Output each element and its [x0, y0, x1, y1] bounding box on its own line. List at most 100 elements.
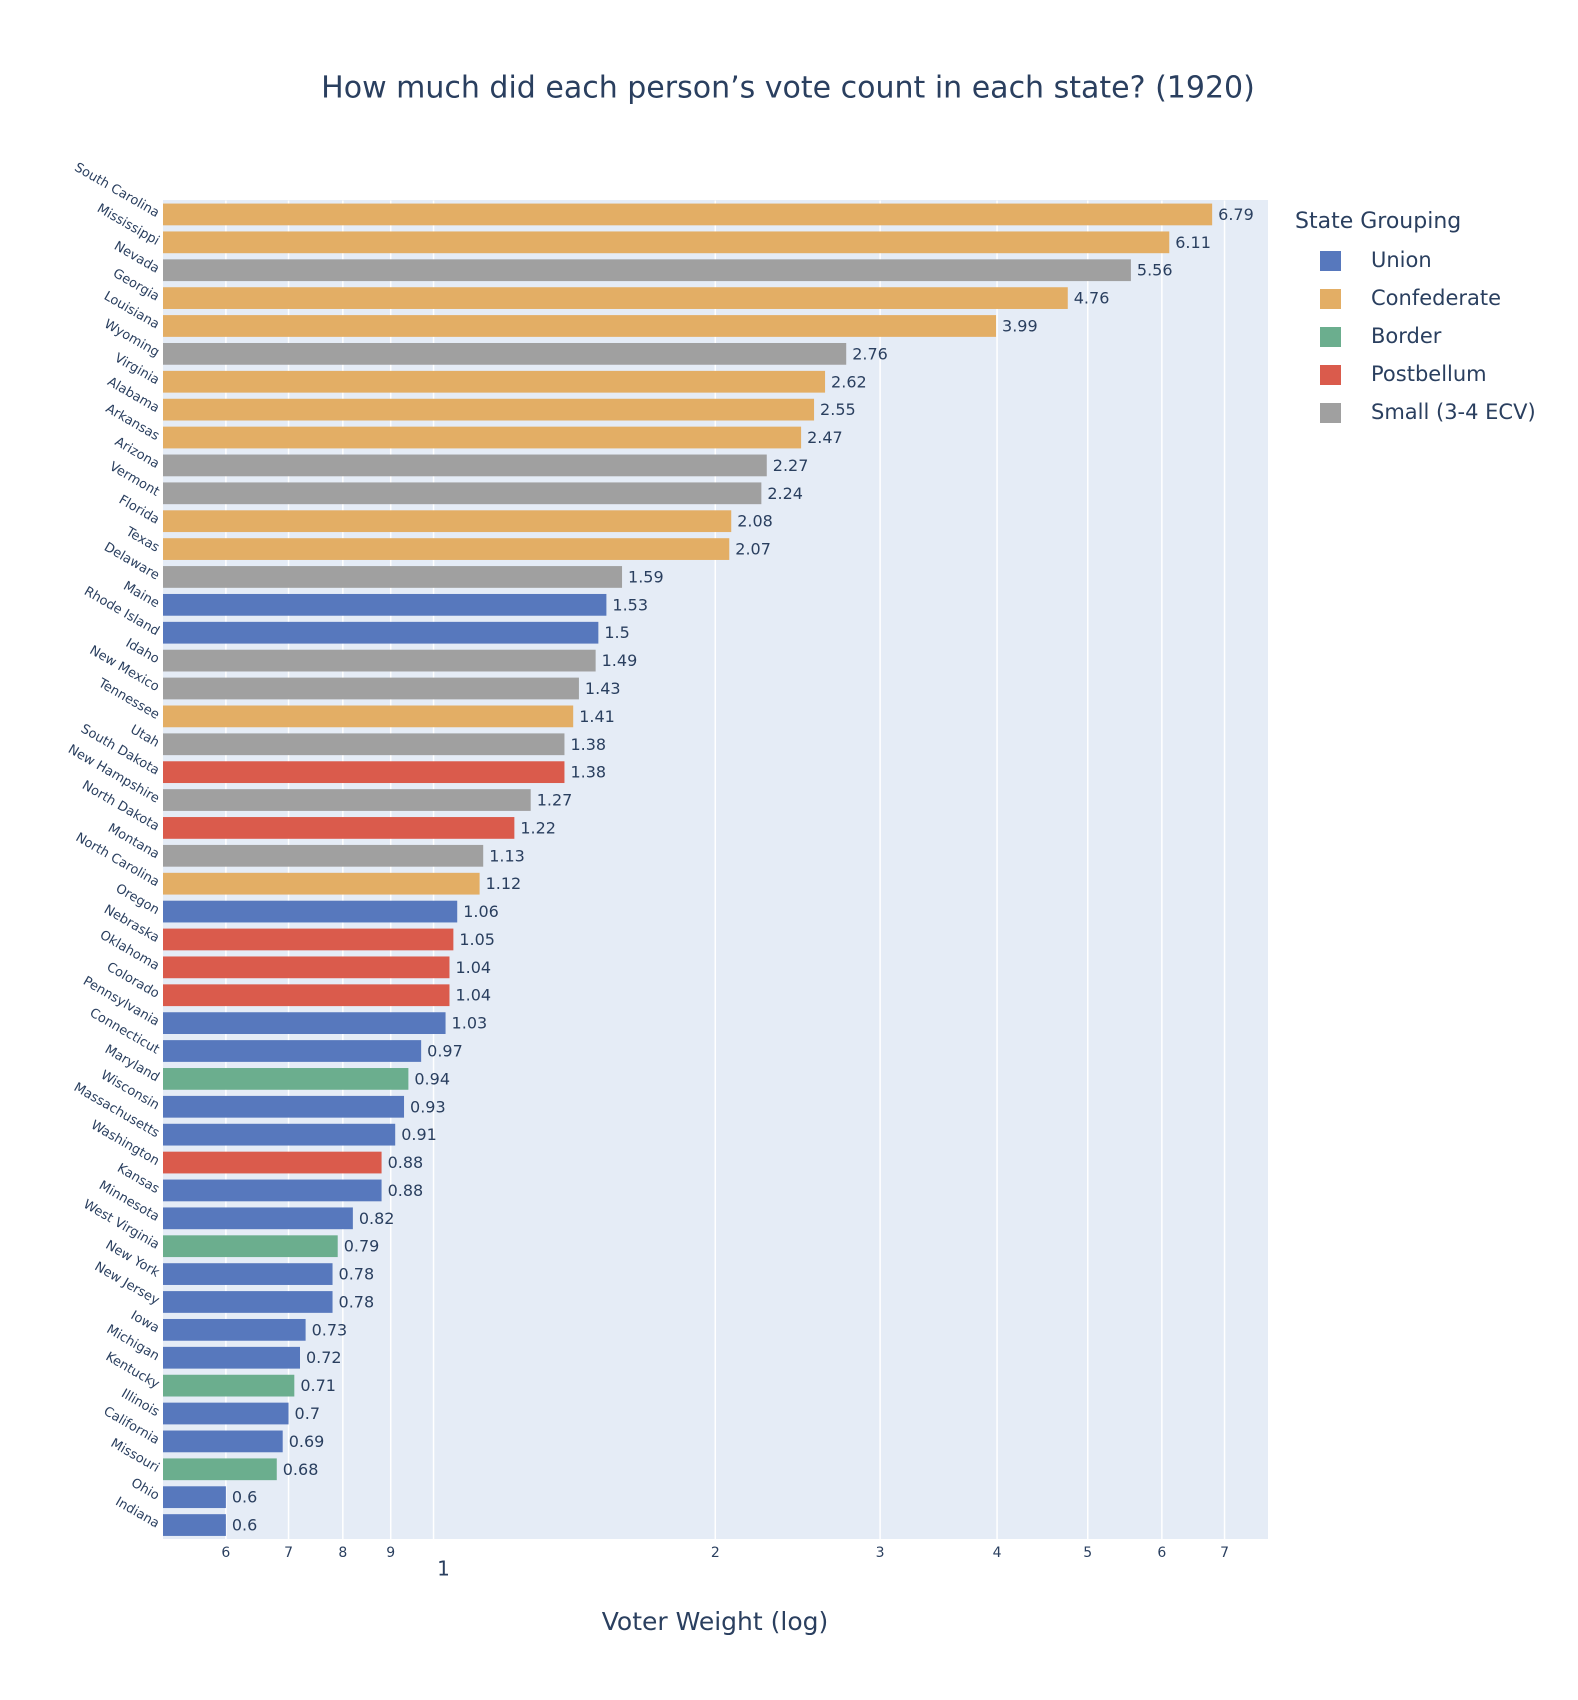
data-label: 6.79 [1218, 205, 1254, 224]
data-label: 2.62 [831, 372, 867, 391]
y-tick-label: Utah [128, 722, 162, 750]
bars [163, 203, 1213, 1536]
data-label: 0.69 [289, 1432, 325, 1451]
x-axis-title: Voter Weight (log) [602, 1607, 829, 1636]
bar [163, 928, 454, 951]
data-label: 1.06 [463, 902, 499, 921]
x-tick-label: 5 [1083, 1545, 1092, 1561]
data-label: 1.27 [537, 791, 573, 810]
bar [163, 789, 531, 811]
bar [163, 342, 847, 365]
data-label: 3.99 [1002, 316, 1038, 335]
grid [225, 200, 1226, 1539]
bar [163, 1514, 226, 1536]
bar [163, 1123, 396, 1146]
bar [163, 1458, 277, 1481]
data-label: 1.05 [459, 930, 495, 949]
y-tick-label: Iowa [128, 1308, 162, 1336]
data-label: 0.88 [388, 1181, 424, 1200]
bar [163, 844, 484, 867]
data-label: 1.04 [455, 986, 491, 1005]
bar [163, 1346, 300, 1369]
data-label: 2.47 [807, 428, 843, 447]
bar [163, 1151, 382, 1174]
legend-title: State Grouping [1295, 209, 1461, 234]
data-label: 1.12 [486, 874, 522, 893]
x-tick-label: 7 [284, 1545, 293, 1561]
bar [163, 733, 565, 756]
x-tick-label: 9 [386, 1545, 395, 1561]
bar [163, 817, 515, 839]
data-label: 0.6 [232, 1516, 257, 1535]
data-label: 2.08 [737, 512, 773, 531]
bar [163, 872, 480, 895]
data-label: 0.82 [359, 1209, 395, 1228]
bar [163, 1235, 338, 1258]
x-tick-label: 1 [437, 1557, 450, 1581]
data-label: 5.56 [1137, 261, 1173, 280]
x-tick-label: 8 [338, 1545, 347, 1561]
x-tick-label: 6 [1157, 1545, 1166, 1561]
chart-title: How much did each person’s vote count in… [321, 71, 1255, 106]
bar [163, 677, 579, 700]
data-label: 0.97 [427, 1042, 463, 1061]
data-label: 1.5 [604, 623, 629, 642]
data-label: 0.78 [339, 1265, 375, 1284]
data-label: 0.6 [232, 1488, 257, 1507]
x-tick-label: 2 [711, 1545, 720, 1561]
bar [163, 566, 623, 588]
bar [163, 649, 596, 672]
data-label: 1.04 [455, 958, 491, 977]
legend-swatch [1320, 365, 1341, 385]
bar [163, 231, 1170, 254]
data-label: 0.79 [344, 1237, 380, 1256]
data-label: 0.7 [295, 1404, 320, 1423]
bar [163, 705, 574, 728]
bar [163, 1068, 409, 1090]
legend-label: Small (3-4 ECV) [1371, 400, 1536, 424]
bar [163, 454, 767, 477]
legend-swatch [1320, 327, 1341, 347]
bar [163, 1402, 289, 1425]
data-label: 0.78 [339, 1292, 375, 1311]
data-label: 0.71 [300, 1376, 336, 1395]
legend-label: Border [1371, 324, 1442, 348]
bar [163, 259, 1131, 282]
legend-label: Postbellum [1371, 362, 1487, 386]
data-label: 6.11 [1175, 233, 1211, 252]
bar [163, 203, 1213, 226]
data-label: 1.59 [628, 567, 664, 586]
legend-swatch [1320, 403, 1341, 423]
bar [163, 1486, 226, 1509]
data-label: 0.88 [388, 1153, 424, 1172]
bar [163, 1040, 422, 1062]
data-label: 2.76 [852, 344, 888, 363]
legend-swatch [1320, 251, 1341, 271]
bar [163, 398, 815, 421]
bar [163, 510, 732, 533]
bar [163, 1318, 306, 1341]
bar [163, 370, 826, 393]
bar [163, 984, 450, 1007]
data-label: 0.72 [306, 1348, 342, 1367]
x-tick-label: 6 [221, 1545, 230, 1561]
data-label: 2.55 [820, 400, 856, 419]
data-label: 0.73 [312, 1320, 348, 1339]
bar [163, 1263, 333, 1285]
y-tick-label: Ohio [128, 1476, 162, 1504]
legend-label: Union [1371, 248, 1432, 272]
data-label: 2.24 [767, 484, 803, 503]
bar [163, 287, 1068, 309]
bar [163, 315, 997, 337]
legend-label: Confederate [1371, 286, 1501, 310]
bar [163, 1012, 446, 1034]
data-label: 4.76 [1074, 289, 1110, 308]
data-label: 1.49 [602, 651, 638, 670]
data-label: 1.41 [579, 707, 615, 726]
legend-swatch [1320, 289, 1341, 309]
bar [163, 426, 802, 449]
bar [163, 1207, 353, 1230]
x-tick-label: 3 [876, 1545, 885, 1561]
data-label: 1.53 [612, 595, 648, 614]
